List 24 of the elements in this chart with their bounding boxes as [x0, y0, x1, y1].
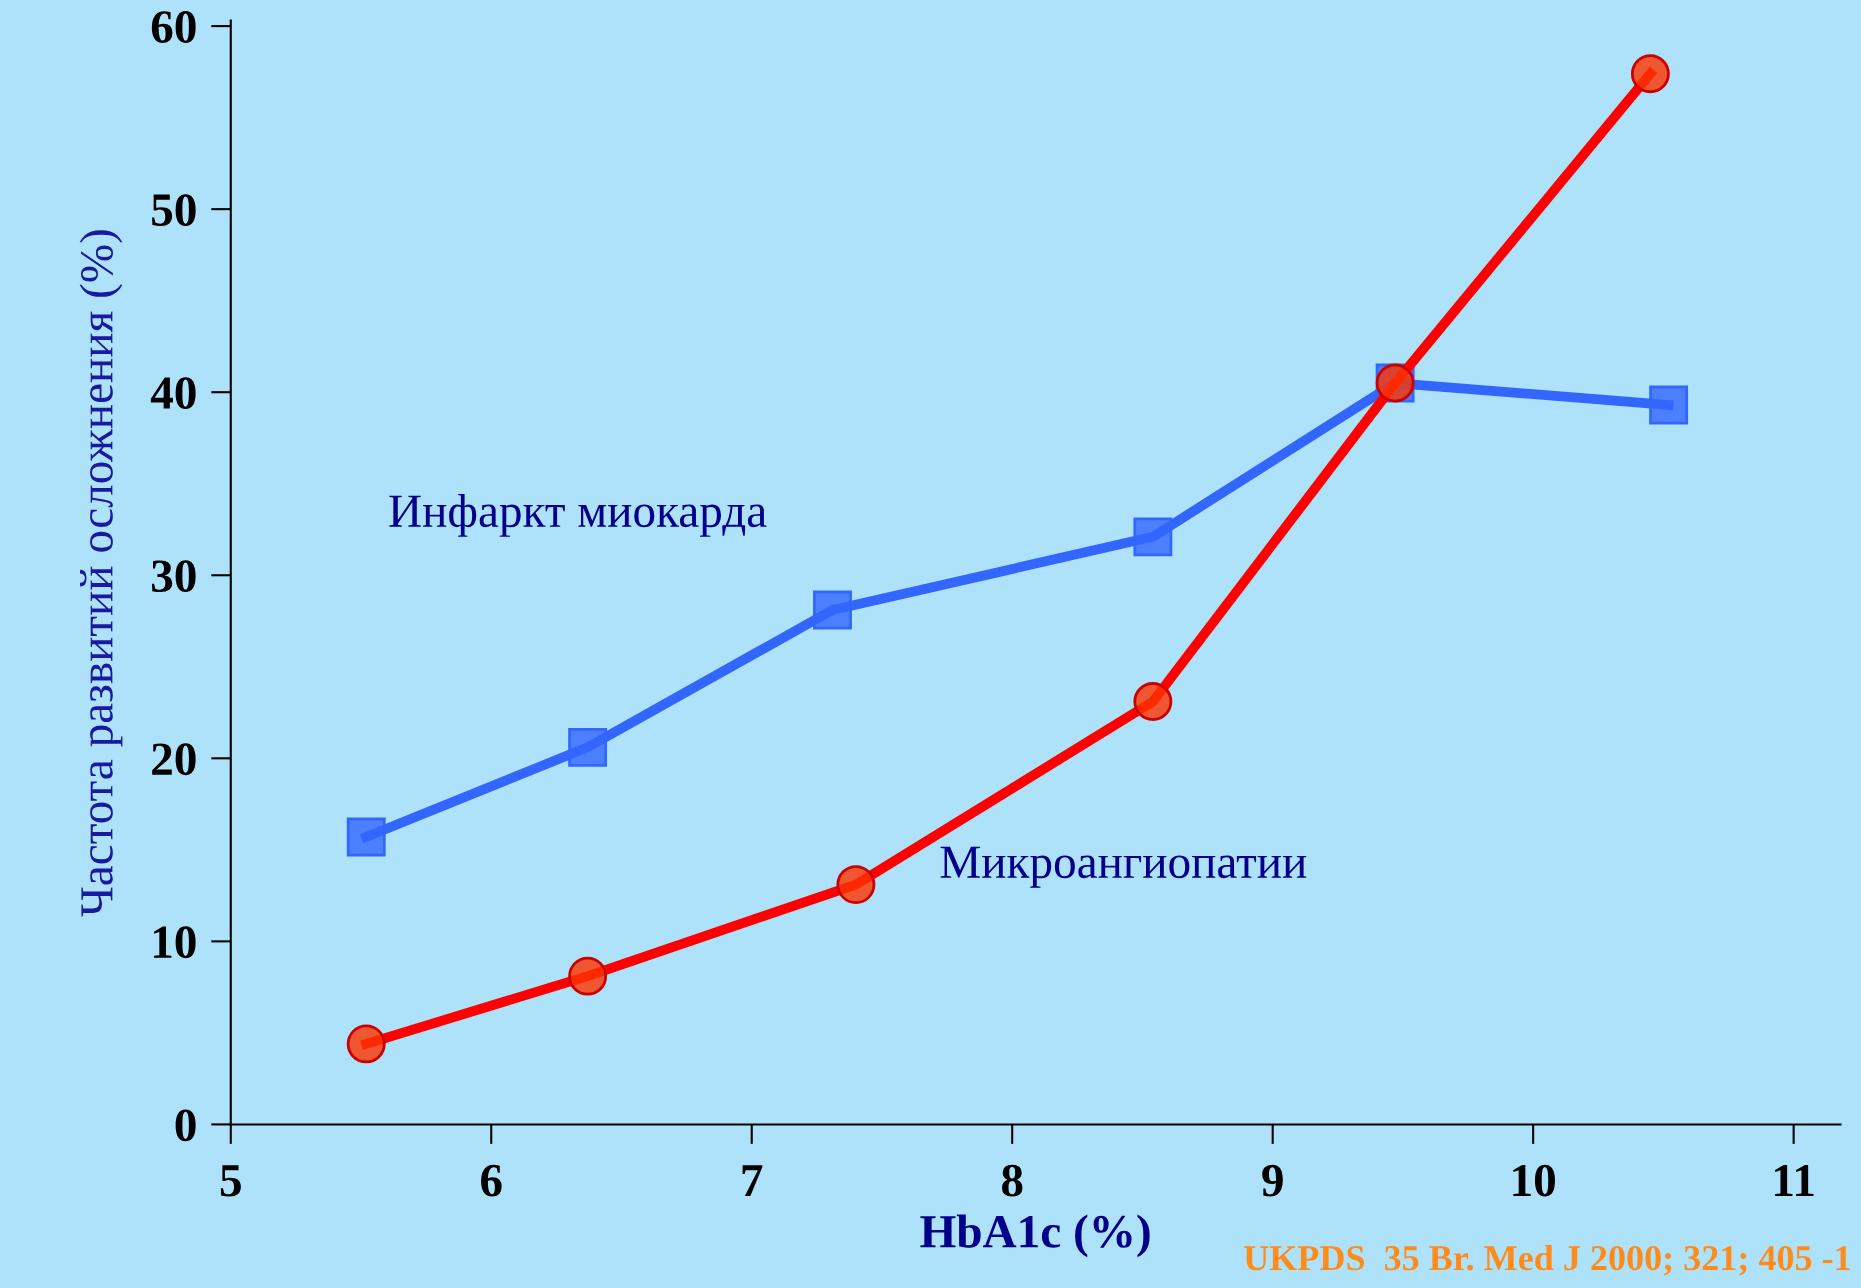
x-axis-title: HbA1c (%) — [920, 1214, 1150, 1258]
x-tick-label: 5 — [220, 1165, 241, 1197]
x-tick-label: 8 — [1001, 1164, 1023, 1197]
point — [813, 590, 852, 630]
point — [1649, 385, 1689, 425]
y-tick-label: 0 — [175, 1109, 196, 1142]
x-tick-label: 11 — [1775, 1164, 1814, 1197]
y-tick-label: 60 — [151, 11, 196, 43]
x-tick-label: 6 — [481, 1164, 502, 1197]
series-label: Инфаркт миокарда — [389, 493, 767, 537]
y-tick-label: 30 — [151, 560, 196, 593]
x-tick-label: 9 — [1262, 1164, 1283, 1197]
y-tick-label: 20 — [152, 743, 196, 776]
y-tick-label: 10 — [153, 926, 196, 959]
x-tick-label: 7 — [742, 1165, 763, 1197]
point — [568, 727, 608, 767]
y-tick-label: 40 — [150, 377, 196, 410]
x-tick-label: 10 — [1513, 1164, 1555, 1197]
point — [1133, 517, 1173, 557]
text: UKPDS 35 Br. Med J 2000; 321; 405 -1 — [1244, 1244, 1850, 1276]
y-tick-label: 50 — [152, 194, 196, 226]
series-label: Микроангиопатии — [940, 846, 1307, 888]
point — [346, 817, 386, 857]
y-axis-title: Частота развитий осложнения (%) — [79, 230, 123, 917]
